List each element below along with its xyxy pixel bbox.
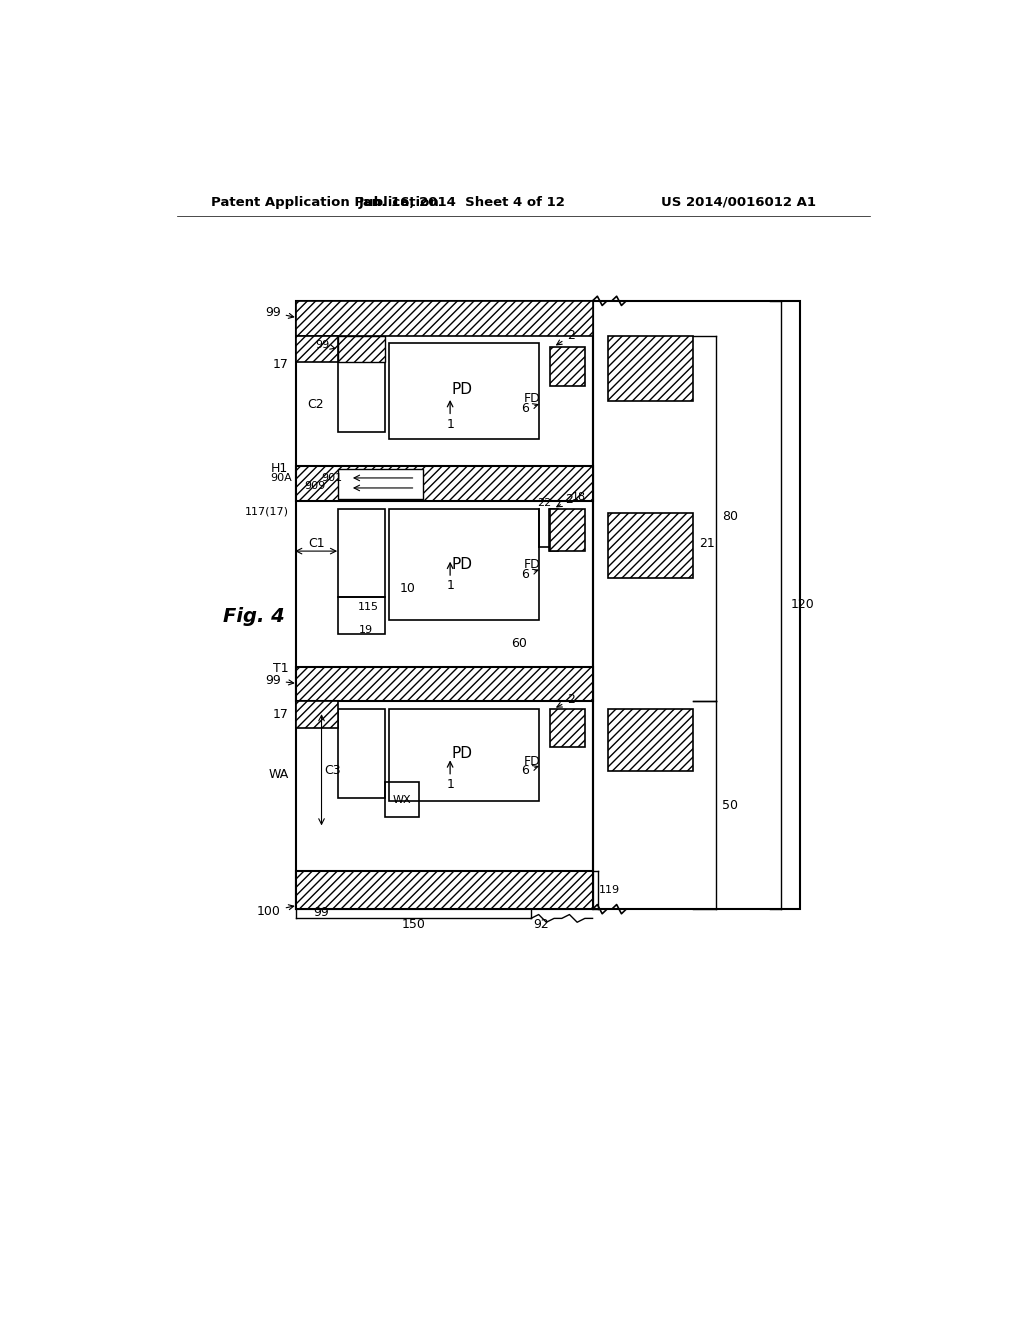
Text: US 2014/0016012 A1: US 2014/0016012 A1: [662, 195, 816, 209]
Text: 909: 909: [304, 482, 325, 491]
Text: FD: FD: [524, 392, 541, 405]
Text: WX: WX: [393, 795, 412, 805]
Bar: [296, 667, 593, 701]
Text: C3: C3: [324, 764, 341, 777]
Text: C2: C2: [307, 399, 324, 412]
Bar: [388, 508, 539, 620]
Bar: [296, 871, 593, 909]
Bar: [339, 508, 385, 598]
Text: 115: 115: [357, 602, 379, 612]
Text: 2: 2: [557, 329, 575, 345]
Text: 17: 17: [272, 358, 289, 371]
Text: 92: 92: [534, 917, 549, 931]
Bar: [296, 466, 593, 502]
Bar: [385, 781, 419, 817]
Text: 90A: 90A: [270, 473, 292, 483]
Text: 50: 50: [722, 799, 738, 812]
Bar: [339, 469, 423, 499]
Text: 60: 60: [511, 638, 527, 649]
Text: Patent Application Publication: Patent Application Publication: [211, 195, 439, 209]
Text: 99: 99: [315, 339, 335, 350]
Text: 901: 901: [322, 473, 343, 483]
Bar: [608, 709, 692, 771]
Text: 6: 6: [521, 764, 538, 777]
Text: 119: 119: [599, 884, 620, 895]
Bar: [550, 347, 585, 385]
Text: WA: WA: [268, 768, 289, 781]
Text: 99: 99: [265, 306, 294, 319]
Text: 6: 6: [521, 568, 538, 581]
Text: 1: 1: [446, 777, 454, 791]
Text: 150: 150: [401, 917, 425, 931]
Text: Jan. 16, 2014  Sheet 4 of 12: Jan. 16, 2014 Sheet 4 of 12: [358, 195, 565, 209]
Text: 99: 99: [313, 907, 330, 920]
Text: 100: 100: [257, 904, 294, 917]
Text: 18: 18: [571, 492, 586, 502]
Text: T1: T1: [272, 663, 289, 676]
Bar: [296, 301, 593, 909]
Text: 2: 2: [557, 492, 573, 507]
Bar: [388, 709, 539, 801]
Bar: [339, 597, 385, 635]
Text: FD: FD: [524, 755, 541, 768]
Bar: [608, 335, 692, 401]
Text: 6: 6: [521, 403, 538, 416]
Text: 22: 22: [537, 499, 551, 508]
Text: Fig. 4: Fig. 4: [223, 607, 285, 626]
Text: 117(17): 117(17): [245, 506, 289, 516]
Text: FD: FD: [524, 558, 541, 572]
Text: 99: 99: [265, 675, 294, 686]
Text: 120: 120: [791, 598, 814, 611]
Text: 1: 1: [446, 579, 454, 593]
Bar: [608, 512, 692, 578]
Text: 17: 17: [272, 708, 289, 721]
Bar: [296, 701, 339, 729]
Text: 80: 80: [722, 510, 738, 523]
Text: PD: PD: [452, 557, 472, 572]
Text: PD: PD: [452, 381, 472, 397]
Bar: [388, 343, 539, 440]
Bar: [593, 301, 801, 909]
Text: 21: 21: [698, 537, 715, 550]
Text: 2: 2: [557, 693, 575, 708]
Bar: [339, 709, 385, 797]
Text: 19: 19: [358, 624, 373, 635]
Text: H1: H1: [271, 462, 289, 475]
Text: PD: PD: [452, 746, 472, 762]
Bar: [549, 508, 558, 552]
Bar: [339, 335, 385, 363]
Text: 10: 10: [399, 582, 416, 594]
Bar: [550, 508, 585, 552]
Bar: [339, 343, 385, 432]
Text: C1: C1: [308, 537, 326, 550]
Bar: [296, 335, 339, 363]
Bar: [550, 709, 585, 747]
Bar: [296, 301, 593, 335]
Text: 1: 1: [446, 417, 454, 430]
